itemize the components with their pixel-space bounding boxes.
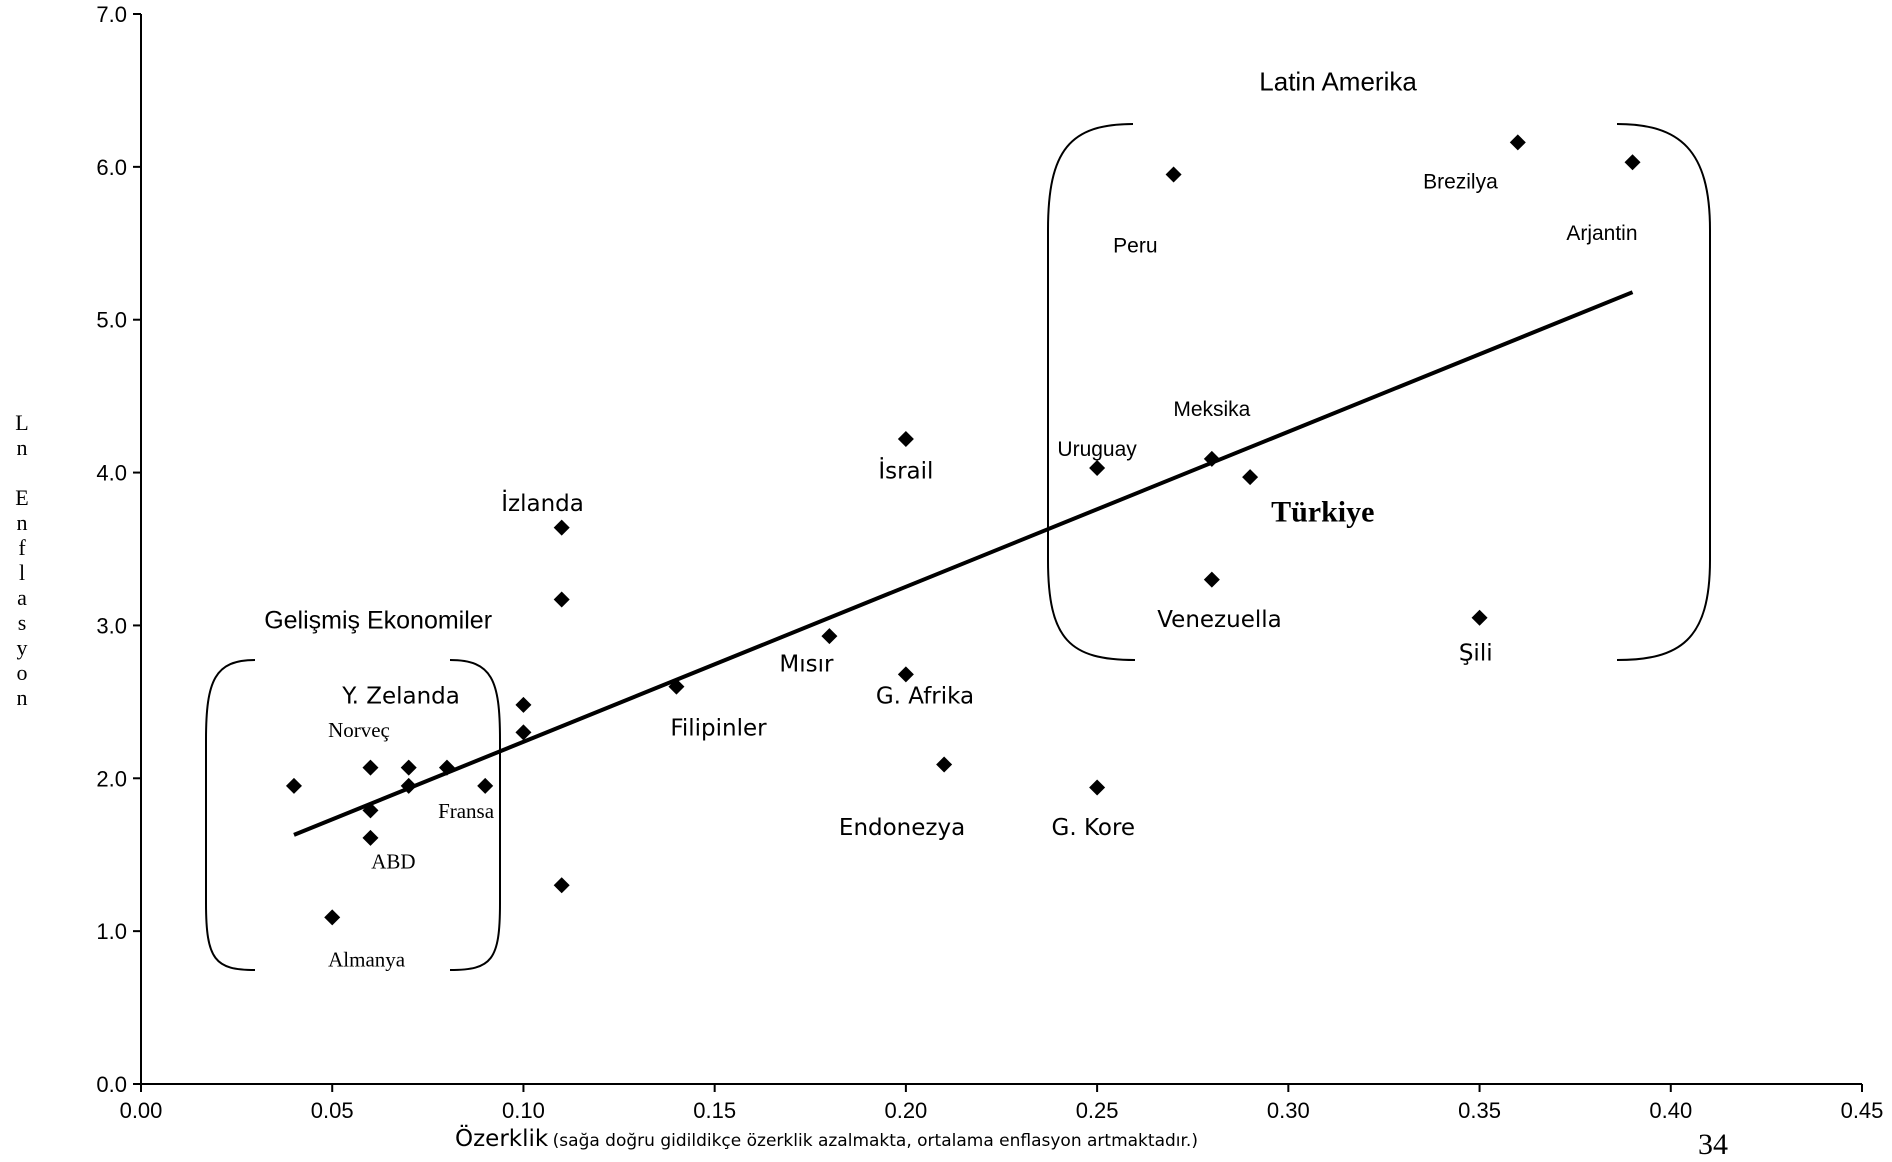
data-point <box>1089 779 1106 796</box>
annotation-label: Uruguay <box>1057 438 1137 461</box>
annotation-label: Peru <box>1113 234 1157 257</box>
trendline-group <box>293 290 1634 837</box>
annotation-label: Filipinler <box>670 715 767 741</box>
y-tick-label: 3.0 <box>96 613 127 638</box>
data-point <box>553 591 570 608</box>
y-axis-label-letter: n <box>16 510 28 535</box>
annotation-label: Norveç <box>328 718 390 742</box>
y-axis-label-letter: f <box>18 535 26 560</box>
annotation-label: G. Afrika <box>876 683 974 709</box>
y-tick-label: 0.0 <box>96 1072 127 1097</box>
annotation-label: Fransa <box>438 799 495 823</box>
data-point <box>324 909 341 926</box>
y-axis-label-letter: n <box>16 435 28 460</box>
x-tick-label: 0.35 <box>1458 1098 1501 1123</box>
annotation-label: İzlanda <box>501 489 584 517</box>
annotation-label: Latin Amerika <box>1259 66 1417 96</box>
data-point <box>1509 134 1526 151</box>
data-point <box>668 678 685 695</box>
group-brackets <box>205 123 1711 971</box>
data-point <box>897 666 914 683</box>
y-tick-label: 2.0 <box>96 766 127 791</box>
developed-bracket-left <box>205 659 256 971</box>
data-point <box>515 724 532 741</box>
data-point <box>1165 166 1182 183</box>
y-axis-label-letter: o <box>16 660 28 685</box>
y-tick-label: 6.0 <box>96 155 127 180</box>
x-tick-label: 0.20 <box>884 1098 927 1123</box>
x-tick-label: 0.40 <box>1649 1098 1692 1123</box>
y-axis-label-letter: l <box>18 560 26 585</box>
x-tick-label: 0.05 <box>311 1098 354 1123</box>
data-point <box>362 759 379 776</box>
x-tick-label: 0.25 <box>1076 1098 1119 1123</box>
annotations: Latin Amerika Gelişmiş Ekonomiler Brezilya… <box>264 66 1637 971</box>
annotation-label: Arjantin <box>1566 222 1637 245</box>
latin-america-bracket-right <box>1616 123 1711 661</box>
data-point <box>897 430 914 447</box>
y-tick-label: 7.0 <box>96 2 127 27</box>
data-point <box>362 829 379 846</box>
data-point <box>362 802 379 819</box>
annotation-label: Endonezya <box>839 815 965 841</box>
data-point <box>1242 469 1259 486</box>
data-point <box>1471 609 1488 626</box>
annotation-label: Türkiye <box>1271 495 1374 528</box>
x-tick-label: 0.15 <box>693 1098 736 1123</box>
data-point <box>553 877 570 894</box>
data-point <box>285 777 302 794</box>
x-axis-label-note: (sağa doğru gidildikçe özerklik azalmakt… <box>552 1131 1198 1151</box>
x-axis-label: Özerklik (sağa doğru gidildikçe özerklik… <box>455 1126 1198 1152</box>
data-point <box>936 756 953 773</box>
y-axis-label-letter: y <box>16 635 28 660</box>
data-point <box>1203 571 1220 588</box>
x-tick-label: 0.00 <box>120 1098 163 1123</box>
y-tick-label: 4.0 <box>96 461 127 486</box>
annotation-label: İsrail <box>878 457 933 485</box>
data-point <box>553 519 570 536</box>
developed-bracket-right <box>449 659 501 971</box>
y-tick-label: 5.0 <box>96 308 127 333</box>
annotation-label: Y. Zelanda <box>341 683 460 709</box>
annotation-label: Almanya <box>328 947 406 971</box>
x-tick-label: 0.45 <box>1841 1098 1884 1123</box>
annotation-label: Gelişmiş Ekonomiler <box>264 606 492 634</box>
data-point <box>400 759 417 776</box>
data-point <box>400 777 417 794</box>
annotation-label: Brezilya <box>1423 170 1498 193</box>
x-tick-label: 0.30 <box>1267 1098 1310 1123</box>
page-number: 34 <box>1698 1128 1728 1161</box>
y-axis-label-gap <box>12 460 32 485</box>
y-axis-label-letter: s <box>17 610 27 635</box>
y-axis-label-letter: a <box>17 585 27 610</box>
data-point <box>821 628 838 645</box>
x-axis-label-main: Özerklik <box>455 1126 549 1152</box>
data-point <box>515 696 532 713</box>
annotation-label: Venezuella <box>1157 607 1282 633</box>
annotation-label: G. Kore <box>1052 815 1136 841</box>
data-points <box>285 134 1641 926</box>
y-axis-label-letter: n <box>16 685 28 710</box>
data-point <box>438 759 455 776</box>
axes: 0.00 0.05 0.10 0.15 0.20 0.25 0.30 0.35 0.40 0.45… <box>96 2 1883 1123</box>
x-tick-label: 0.10 <box>502 1098 545 1123</box>
trendline <box>293 290 1634 837</box>
data-point <box>1089 459 1106 476</box>
data-point <box>1624 154 1641 171</box>
latin-america-bracket-left <box>1047 123 1136 661</box>
y-axis-label-letter: L <box>15 410 29 435</box>
annotation-label: Mısır <box>779 651 834 677</box>
data-point <box>1203 450 1220 467</box>
y-axis-label-letter: E <box>15 485 29 510</box>
data-point <box>477 777 494 794</box>
annotation-label: Şili <box>1459 641 1493 667</box>
annotation-label: ABD <box>371 849 415 873</box>
y-tick-label: 1.0 <box>96 919 127 944</box>
annotation-label: Meksika <box>1173 398 1250 421</box>
